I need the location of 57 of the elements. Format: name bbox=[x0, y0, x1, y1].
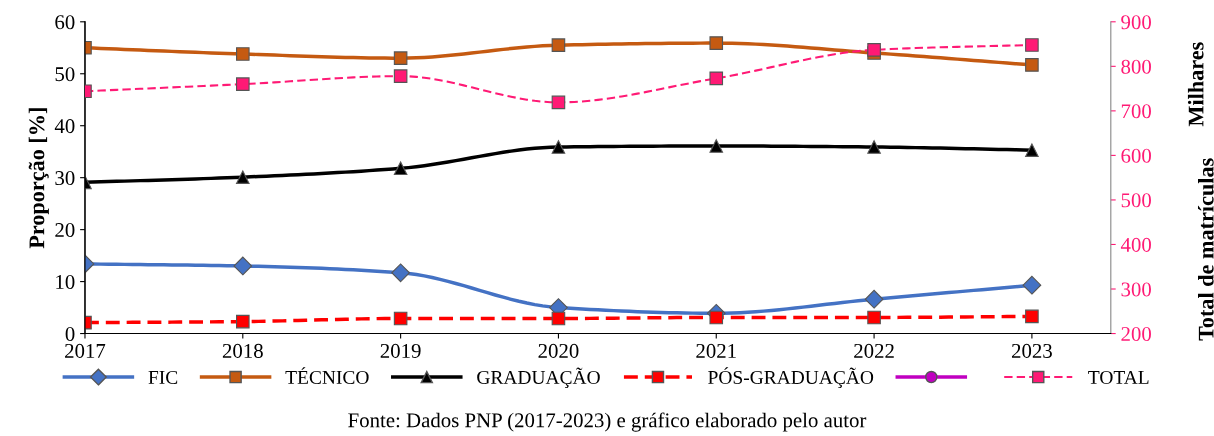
x-tick-label: 2023 bbox=[1011, 343, 1052, 358]
point bbox=[551, 95, 566, 110]
point bbox=[393, 51, 408, 65]
point bbox=[393, 69, 408, 83]
legend-label: TÉCNICO bbox=[285, 367, 369, 385]
point bbox=[1025, 143, 1039, 157]
legend-label: PÓS-GRADUAÇÃO bbox=[708, 367, 874, 388]
legend-label: FIC bbox=[148, 370, 178, 385]
point bbox=[551, 311, 566, 326]
y2-tick-label: 300 bbox=[1121, 282, 1151, 297]
point bbox=[551, 140, 566, 154]
y-tick-label: 50 bbox=[55, 67, 75, 82]
y2-tick-label: 800 bbox=[1121, 59, 1151, 74]
y2-tick-label: 500 bbox=[1121, 193, 1151, 208]
y2-tick-label: 400 bbox=[1120, 237, 1151, 252]
point bbox=[709, 139, 724, 153]
y-tick-label: 40 bbox=[54, 119, 75, 134]
y-axis-title: Proporção [%] bbox=[28, 108, 49, 249]
point bbox=[709, 36, 724, 50]
point bbox=[233, 256, 253, 276]
point bbox=[235, 314, 250, 329]
y2-tick-label: 700 bbox=[1121, 104, 1151, 119]
point bbox=[709, 310, 724, 325]
point bbox=[1025, 309, 1039, 324]
x-tick-label: 2019 bbox=[380, 343, 421, 358]
y-tick-label: 60 bbox=[55, 15, 75, 30]
point bbox=[235, 47, 250, 61]
y-tick-label: 0 bbox=[65, 326, 75, 341]
point bbox=[235, 77, 250, 91]
point bbox=[864, 289, 884, 309]
source-note: Fonte: Dados PNP (2017-2023) e gráfico elaborado pelo autor bbox=[348, 412, 867, 432]
point bbox=[235, 170, 250, 184]
point bbox=[551, 38, 566, 52]
y-tick-label: 30 bbox=[55, 171, 75, 186]
point bbox=[391, 263, 411, 283]
x-tick-label: 2020 bbox=[538, 343, 579, 358]
y-tick-label: 10 bbox=[56, 274, 75, 290]
point bbox=[709, 71, 724, 86]
point bbox=[867, 140, 881, 154]
y2-tick-label: 900 bbox=[1121, 15, 1151, 30]
x-tick-label: 2021 bbox=[696, 343, 736, 358]
y2-tick-label: 600 bbox=[1121, 148, 1151, 163]
y2-axis-title: Total de matrículas bbox=[1197, 158, 1214, 341]
point bbox=[1025, 58, 1039, 72]
legend-label: TOTAL bbox=[1088, 370, 1149, 385]
legend-label: GRADUAÇÃO bbox=[477, 367, 600, 388]
point bbox=[393, 311, 408, 326]
x-tick-label: 2022 bbox=[854, 343, 894, 358]
point bbox=[1022, 275, 1042, 295]
point bbox=[393, 161, 408, 176]
y-tick-label: 20 bbox=[55, 223, 75, 238]
x-tick-label: 2018 bbox=[222, 343, 263, 358]
text: Milhares bbox=[1187, 42, 1204, 127]
y2-tick-label: 200 bbox=[1121, 326, 1151, 341]
point bbox=[1025, 38, 1039, 52]
point bbox=[867, 310, 881, 325]
x-tick-label: 2017 bbox=[65, 343, 106, 358]
